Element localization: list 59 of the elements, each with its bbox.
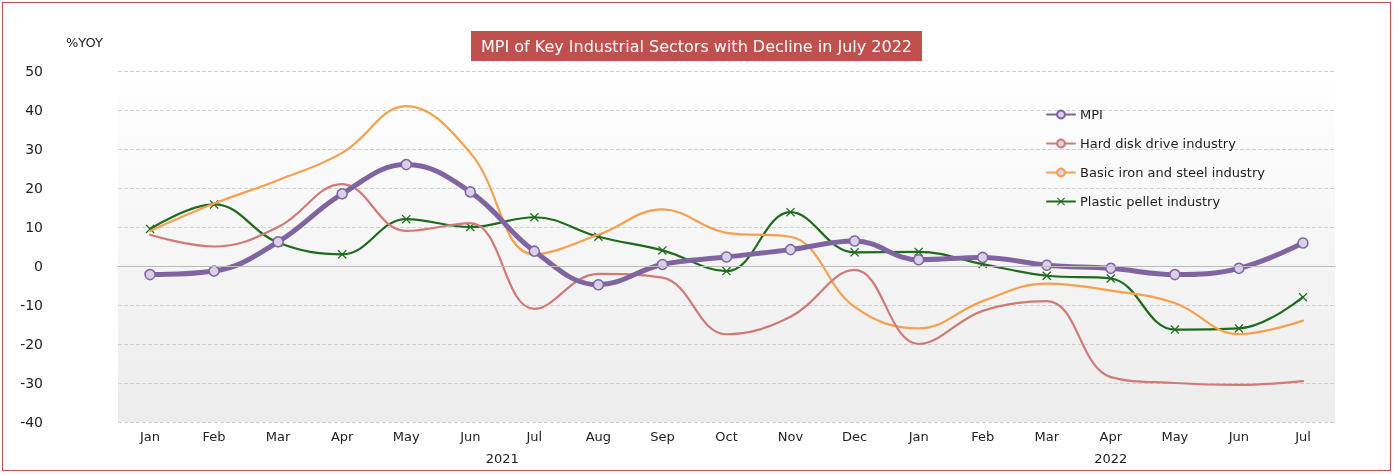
x-tick-label: Jan — [907, 429, 929, 444]
point — [848, 235, 861, 247]
point — [592, 278, 605, 291]
point — [786, 207, 796, 217]
y-tick-label: 10 — [25, 219, 43, 235]
text: 2022 — [1094, 450, 1128, 466]
point — [1169, 268, 1181, 281]
point — [1297, 237, 1309, 249]
x-tick-label: Feb — [202, 429, 226, 444]
point — [400, 158, 412, 171]
point — [1298, 292, 1308, 302]
point — [208, 265, 220, 277]
legend-label: Plastic pellet industry — [1080, 194, 1221, 209]
x-tick-label: Apr — [330, 429, 355, 444]
legend-label: MPI — [1080, 107, 1103, 122]
y-tick-label: -10 — [20, 297, 43, 313]
y-tick-label: -40 — [20, 414, 43, 430]
y-tick-label: 30 — [25, 141, 43, 157]
x-tick-label: Mar — [1034, 429, 1060, 444]
point — [1170, 325, 1180, 335]
point — [912, 254, 925, 266]
x-tick-label: Apr — [1099, 429, 1123, 444]
point — [528, 245, 541, 257]
legend-label: Hard disk drive industry — [1080, 136, 1237, 151]
x-tick-label: Aug — [585, 429, 612, 444]
y-tick-label: -20 — [20, 336, 43, 352]
chart-title: MPI of Key Industrial Sectors with Decline in July 2022 — [480, 36, 913, 56]
point — [784, 243, 797, 256]
x-tick-label: Jun — [459, 429, 481, 444]
y-tick-label: 0 — [34, 258, 43, 274]
legend-label: Basic iron and steel industry — [1080, 165, 1266, 180]
y-axis-title: %YOY — [65, 35, 104, 50]
point — [144, 268, 156, 281]
point — [722, 266, 731, 276]
x-tick-label: Jul — [525, 429, 543, 444]
x-tick-label: Nov — [777, 429, 804, 444]
y-tick-label: 50 — [25, 63, 43, 79]
point — [464, 186, 477, 198]
x-tick-label: Mar — [265, 429, 292, 444]
point — [1106, 273, 1116, 283]
x-tick-label: Sep — [650, 429, 675, 444]
x-tick-label: Dec — [842, 429, 868, 444]
y-tick-label: -30 — [20, 375, 43, 391]
x-tick-label: Jan — [139, 429, 161, 444]
x-tick-label: May — [392, 429, 420, 444]
x-tick-label: Jun — [1227, 429, 1250, 444]
text: 2021 — [485, 450, 519, 466]
point — [976, 251, 989, 264]
point — [720, 251, 733, 263]
point — [1234, 323, 1244, 333]
y-tick-label: 40 — [25, 102, 43, 118]
x-tick-label: Jul — [1294, 429, 1311, 444]
x-tick-label: Oct — [715, 429, 738, 444]
point — [337, 249, 347, 259]
point — [336, 188, 348, 200]
x-tick-label: Feb — [971, 429, 995, 444]
point — [914, 247, 924, 257]
x-tick-label: May — [1161, 429, 1189, 444]
y-tick-label: 20 — [25, 180, 43, 196]
